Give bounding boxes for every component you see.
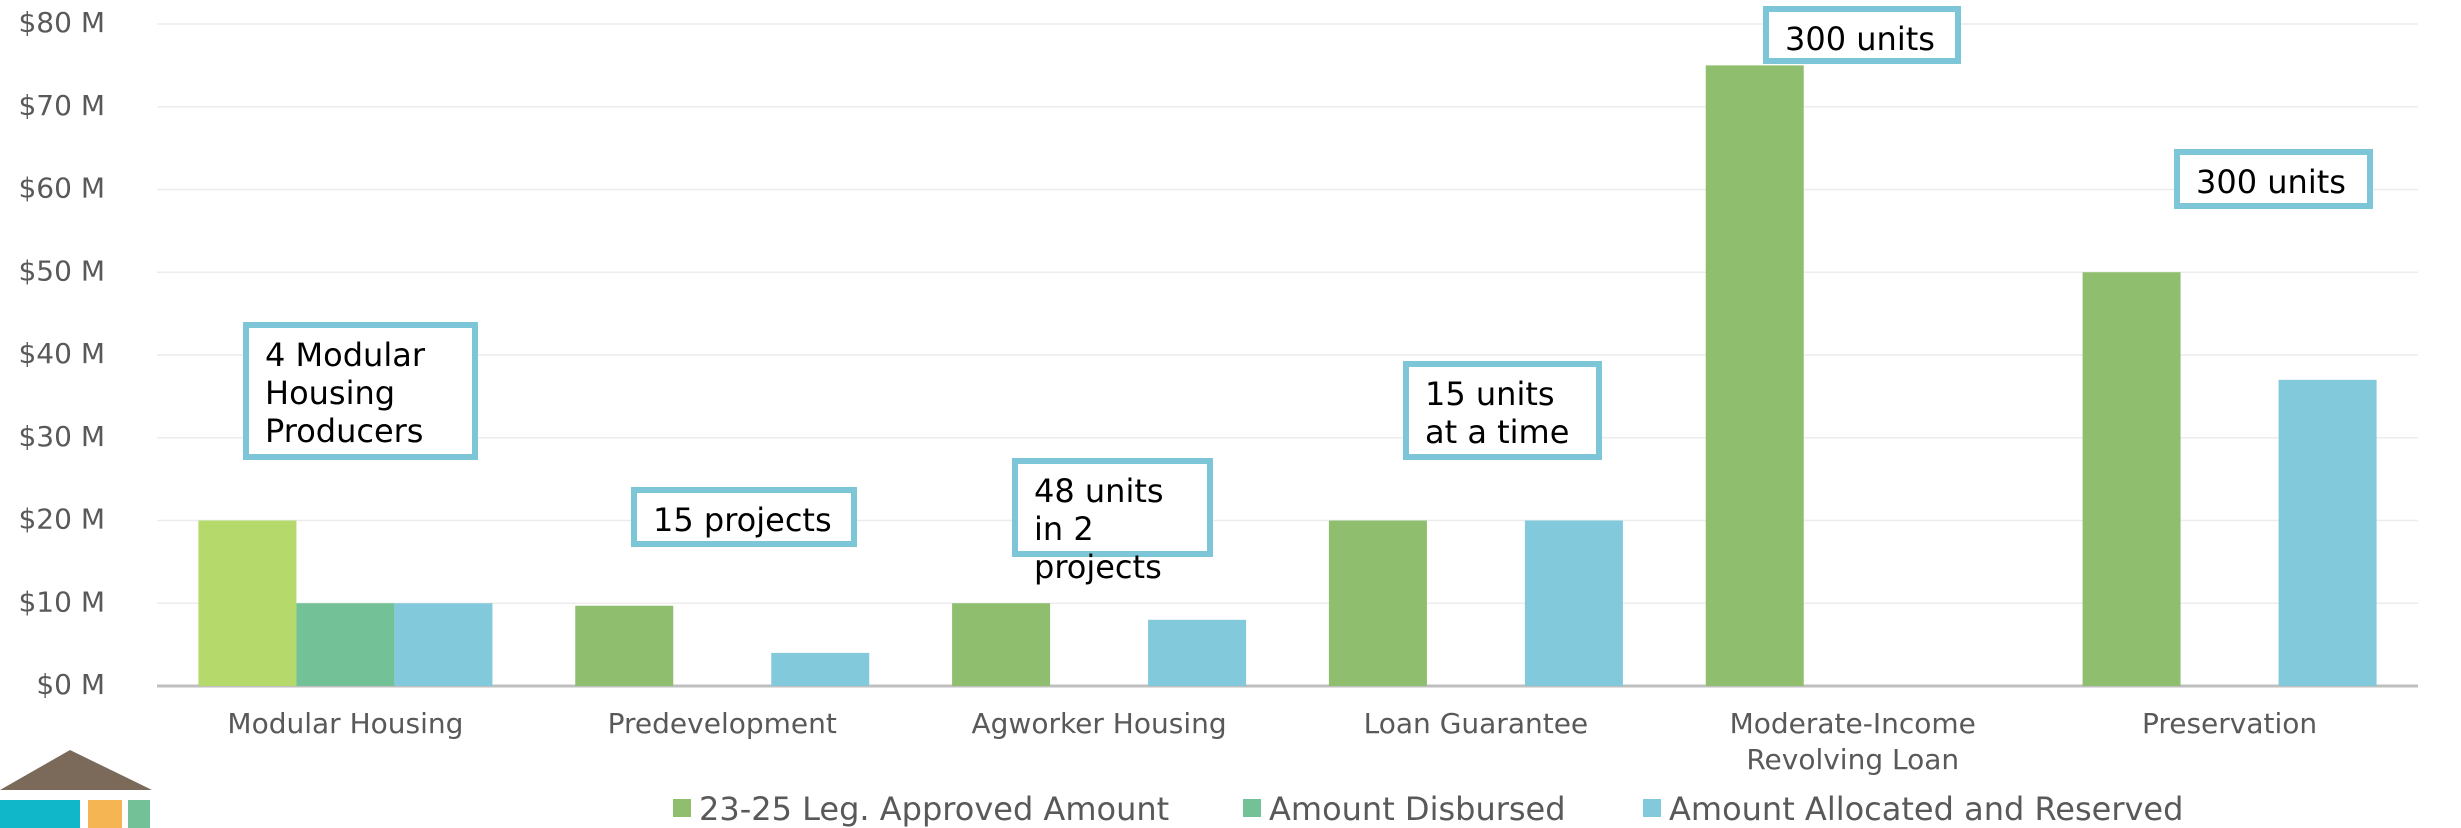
annotation: 48 units in 2 projects bbox=[1012, 458, 1213, 586]
annotation: 300 units bbox=[2174, 149, 2373, 209]
y-tick-label: $70 M bbox=[18, 89, 105, 122]
logo-block bbox=[128, 800, 150, 828]
y-tick-label: $50 M bbox=[18, 254, 105, 287]
legend-label: 23-25 Leg. Approved Amount bbox=[699, 790, 1170, 828]
x-tick-label: Agworker Housing bbox=[971, 707, 1227, 740]
y-tick-label: $20 M bbox=[18, 503, 105, 536]
annotation: 15 units at a time bbox=[1403, 361, 1602, 460]
annotation: 300 units bbox=[1763, 6, 1961, 64]
y-tick-label: $60 M bbox=[18, 172, 105, 205]
x-tick-label: Loan Guarantee bbox=[1363, 707, 1589, 740]
bar bbox=[1524, 520, 1623, 686]
y-tick-label: $10 M bbox=[18, 585, 105, 618]
logo-block bbox=[88, 800, 122, 828]
logo-block bbox=[0, 800, 80, 828]
legend-swatch bbox=[1643, 799, 1661, 817]
legend-item: 23-25 Leg. Approved Amount bbox=[673, 790, 1169, 828]
bar bbox=[1148, 619, 1247, 686]
bar bbox=[952, 603, 1051, 686]
legend-label: Amount Allocated and Reserved bbox=[1669, 790, 2184, 828]
y-tick-label: $30 M bbox=[18, 420, 105, 453]
x-tick-label: Modular Housing bbox=[227, 707, 464, 740]
legend-label: Amount Disbursed bbox=[1269, 790, 1566, 828]
y-tick-label: $40 M bbox=[18, 337, 105, 370]
bar bbox=[198, 520, 297, 686]
annotation: 4 Modular Housing Producers bbox=[243, 322, 478, 460]
bar bbox=[2082, 272, 2181, 686]
bar bbox=[1328, 520, 1427, 686]
annotation: 15 projects bbox=[631, 487, 857, 547]
logo bbox=[0, 750, 152, 828]
legend-swatch bbox=[673, 799, 691, 817]
y-tick-label: $0 M bbox=[36, 668, 105, 701]
legend-item: Amount Disbursed bbox=[1243, 790, 1566, 828]
bar bbox=[2278, 379, 2377, 686]
y-tick-label: $80 M bbox=[18, 6, 105, 39]
bar bbox=[575, 605, 674, 686]
logo-roof bbox=[0, 750, 152, 790]
x-tick-label: Preservation bbox=[2141, 707, 2318, 740]
legend-item: Amount Allocated and Reserved bbox=[1643, 790, 2183, 828]
legend-swatch bbox=[1243, 799, 1261, 817]
x-tick-label: Moderate-Income Revolving Loan bbox=[1729, 707, 1976, 776]
bar bbox=[296, 603, 395, 686]
bar bbox=[394, 603, 493, 686]
bar bbox=[771, 652, 870, 686]
bar bbox=[1705, 65, 1804, 686]
x-tick-label: Predevelopment bbox=[607, 707, 837, 740]
